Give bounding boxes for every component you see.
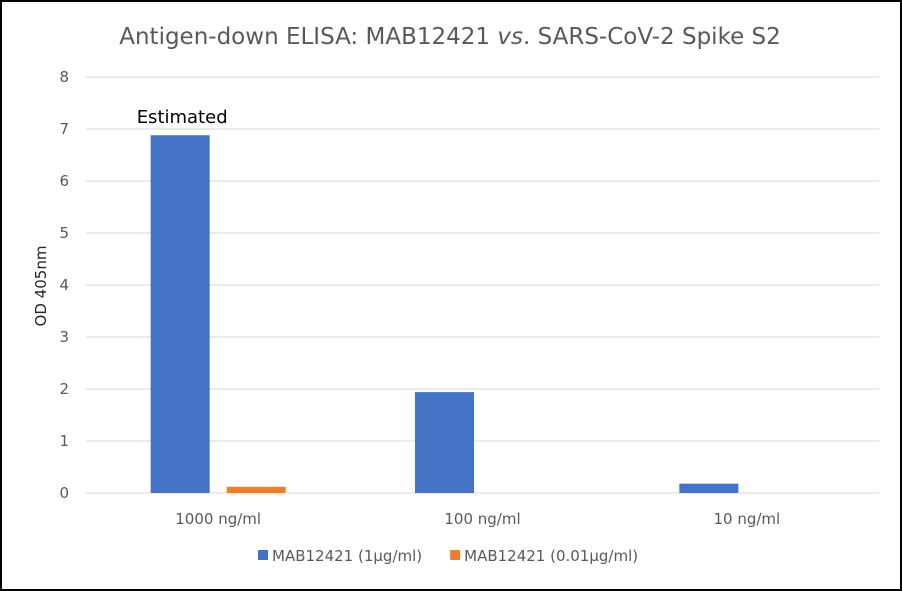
y-tick-label: 1 bbox=[59, 432, 69, 450]
legend-label: MAB12421 (0.01μg/ml) bbox=[464, 547, 638, 565]
y-tick-label: 0 bbox=[59, 484, 69, 502]
x-axis-ticks: 1000 ng/ml 100 ng/ml 10 ng/ml bbox=[175, 510, 780, 528]
y-tick-label: 6 bbox=[59, 172, 69, 190]
chart-title: Antigen-down ELISA: MAB12421 vs. SARS-Co… bbox=[119, 24, 781, 50]
y-tick-label: 3 bbox=[59, 328, 69, 346]
legend-swatch bbox=[258, 550, 268, 560]
chart-title-italic: vs bbox=[497, 24, 523, 50]
y-tick-label: 2 bbox=[59, 380, 69, 398]
y-axis-ticks: 0 1 2 3 4 5 6 7 8 bbox=[59, 68, 69, 502]
x-tick-label: 1000 ng/ml bbox=[175, 510, 261, 528]
legend: MAB12421 (1μg/ml) MAB12421 (0.01μg/ml) bbox=[258, 547, 638, 565]
y-tick-label: 8 bbox=[59, 68, 69, 86]
legend-swatch bbox=[450, 550, 461, 560]
chart-title-start: Antigen-down ELISA: MAB12421 bbox=[119, 24, 497, 50]
y-axis-label: OD 405nm bbox=[32, 246, 50, 327]
y-tick-label: 5 bbox=[59, 224, 69, 242]
annotation-estimated: Estimated bbox=[137, 107, 228, 128]
bar-series-1 bbox=[415, 392, 474, 493]
bar-series-2 bbox=[226, 486, 286, 493]
x-tick-label: 10 ng/ml bbox=[713, 510, 780, 528]
gridlines bbox=[86, 76, 879, 494]
x-tick-label: 100 ng/ml bbox=[444, 510, 520, 528]
y-tick-label: 4 bbox=[59, 276, 69, 294]
bar-series-1 bbox=[679, 483, 739, 493]
y-tick-label: 7 bbox=[59, 120, 69, 138]
bars bbox=[150, 135, 739, 494]
chart-title-end: . SARS-CoV-2 Spike S2 bbox=[523, 24, 781, 50]
bar-series-1 bbox=[150, 135, 210, 494]
legend-label: MAB12421 (1μg/ml) bbox=[272, 547, 422, 565]
annotations: Estimated bbox=[137, 107, 228, 128]
